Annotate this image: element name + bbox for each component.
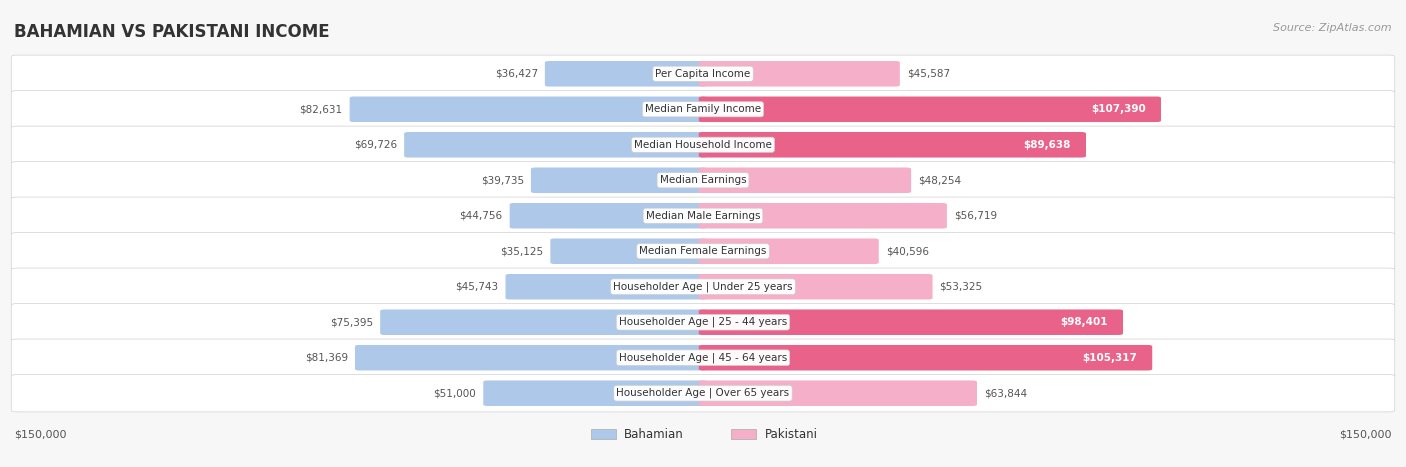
FancyBboxPatch shape — [11, 268, 1395, 305]
FancyBboxPatch shape — [699, 132, 1085, 157]
Text: Householder Age | Under 25 years: Householder Age | Under 25 years — [613, 282, 793, 292]
Bar — [731, 429, 756, 439]
Text: Householder Age | Over 65 years: Householder Age | Over 65 years — [616, 388, 790, 398]
Text: Median Male Earnings: Median Male Earnings — [645, 211, 761, 221]
Text: $45,743: $45,743 — [456, 282, 499, 292]
Text: Source: ZipAtlas.com: Source: ZipAtlas.com — [1274, 23, 1392, 33]
Text: BAHAMIAN VS PAKISTANI INCOME: BAHAMIAN VS PAKISTANI INCOME — [14, 23, 329, 42]
FancyBboxPatch shape — [11, 304, 1395, 341]
FancyBboxPatch shape — [699, 381, 977, 406]
FancyBboxPatch shape — [506, 274, 707, 299]
Text: Pakistani: Pakistani — [765, 428, 818, 441]
Text: $98,401: $98,401 — [1060, 317, 1108, 327]
Text: $35,125: $35,125 — [501, 246, 543, 256]
Text: $105,317: $105,317 — [1081, 353, 1137, 363]
FancyBboxPatch shape — [11, 233, 1395, 270]
FancyBboxPatch shape — [699, 274, 932, 299]
Text: Bahamian: Bahamian — [624, 428, 683, 441]
Text: $150,000: $150,000 — [14, 430, 66, 439]
FancyBboxPatch shape — [11, 375, 1395, 412]
FancyBboxPatch shape — [11, 339, 1395, 376]
FancyBboxPatch shape — [531, 168, 707, 193]
FancyBboxPatch shape — [484, 381, 707, 406]
FancyBboxPatch shape — [11, 126, 1395, 163]
Text: $44,756: $44,756 — [460, 211, 502, 221]
FancyBboxPatch shape — [699, 168, 911, 193]
Text: $63,844: $63,844 — [984, 388, 1028, 398]
Text: $107,390: $107,390 — [1091, 104, 1146, 114]
Text: $48,254: $48,254 — [918, 175, 962, 185]
FancyBboxPatch shape — [11, 162, 1395, 199]
FancyBboxPatch shape — [699, 310, 1123, 335]
FancyBboxPatch shape — [380, 310, 707, 335]
FancyBboxPatch shape — [546, 61, 707, 86]
Text: $39,735: $39,735 — [481, 175, 524, 185]
FancyBboxPatch shape — [699, 97, 1161, 122]
FancyBboxPatch shape — [11, 55, 1395, 92]
FancyBboxPatch shape — [699, 345, 1153, 370]
FancyBboxPatch shape — [699, 239, 879, 264]
Text: Median Family Income: Median Family Income — [645, 104, 761, 114]
Text: $56,719: $56,719 — [953, 211, 997, 221]
Text: $75,395: $75,395 — [330, 317, 373, 327]
FancyBboxPatch shape — [699, 203, 946, 228]
Text: $36,427: $36,427 — [495, 69, 538, 79]
Text: $51,000: $51,000 — [433, 388, 477, 398]
FancyBboxPatch shape — [404, 132, 707, 157]
FancyBboxPatch shape — [699, 61, 900, 86]
Text: $81,369: $81,369 — [305, 353, 347, 363]
FancyBboxPatch shape — [11, 91, 1395, 128]
FancyBboxPatch shape — [550, 239, 707, 264]
FancyBboxPatch shape — [11, 197, 1395, 234]
FancyBboxPatch shape — [354, 345, 707, 370]
Text: Householder Age | 25 - 44 years: Householder Age | 25 - 44 years — [619, 317, 787, 327]
Text: $45,587: $45,587 — [907, 69, 950, 79]
FancyBboxPatch shape — [350, 97, 707, 122]
Text: Median Female Earnings: Median Female Earnings — [640, 246, 766, 256]
Text: Median Household Income: Median Household Income — [634, 140, 772, 150]
Text: Householder Age | 45 - 64 years: Householder Age | 45 - 64 years — [619, 353, 787, 363]
Text: $40,596: $40,596 — [886, 246, 929, 256]
Text: $69,726: $69,726 — [354, 140, 396, 150]
FancyBboxPatch shape — [509, 203, 707, 228]
Text: $89,638: $89,638 — [1024, 140, 1070, 150]
Text: Median Earnings: Median Earnings — [659, 175, 747, 185]
Text: $82,631: $82,631 — [299, 104, 343, 114]
Text: Per Capita Income: Per Capita Income — [655, 69, 751, 79]
Text: $150,000: $150,000 — [1340, 430, 1392, 439]
Text: $53,325: $53,325 — [939, 282, 983, 292]
Bar — [591, 429, 616, 439]
